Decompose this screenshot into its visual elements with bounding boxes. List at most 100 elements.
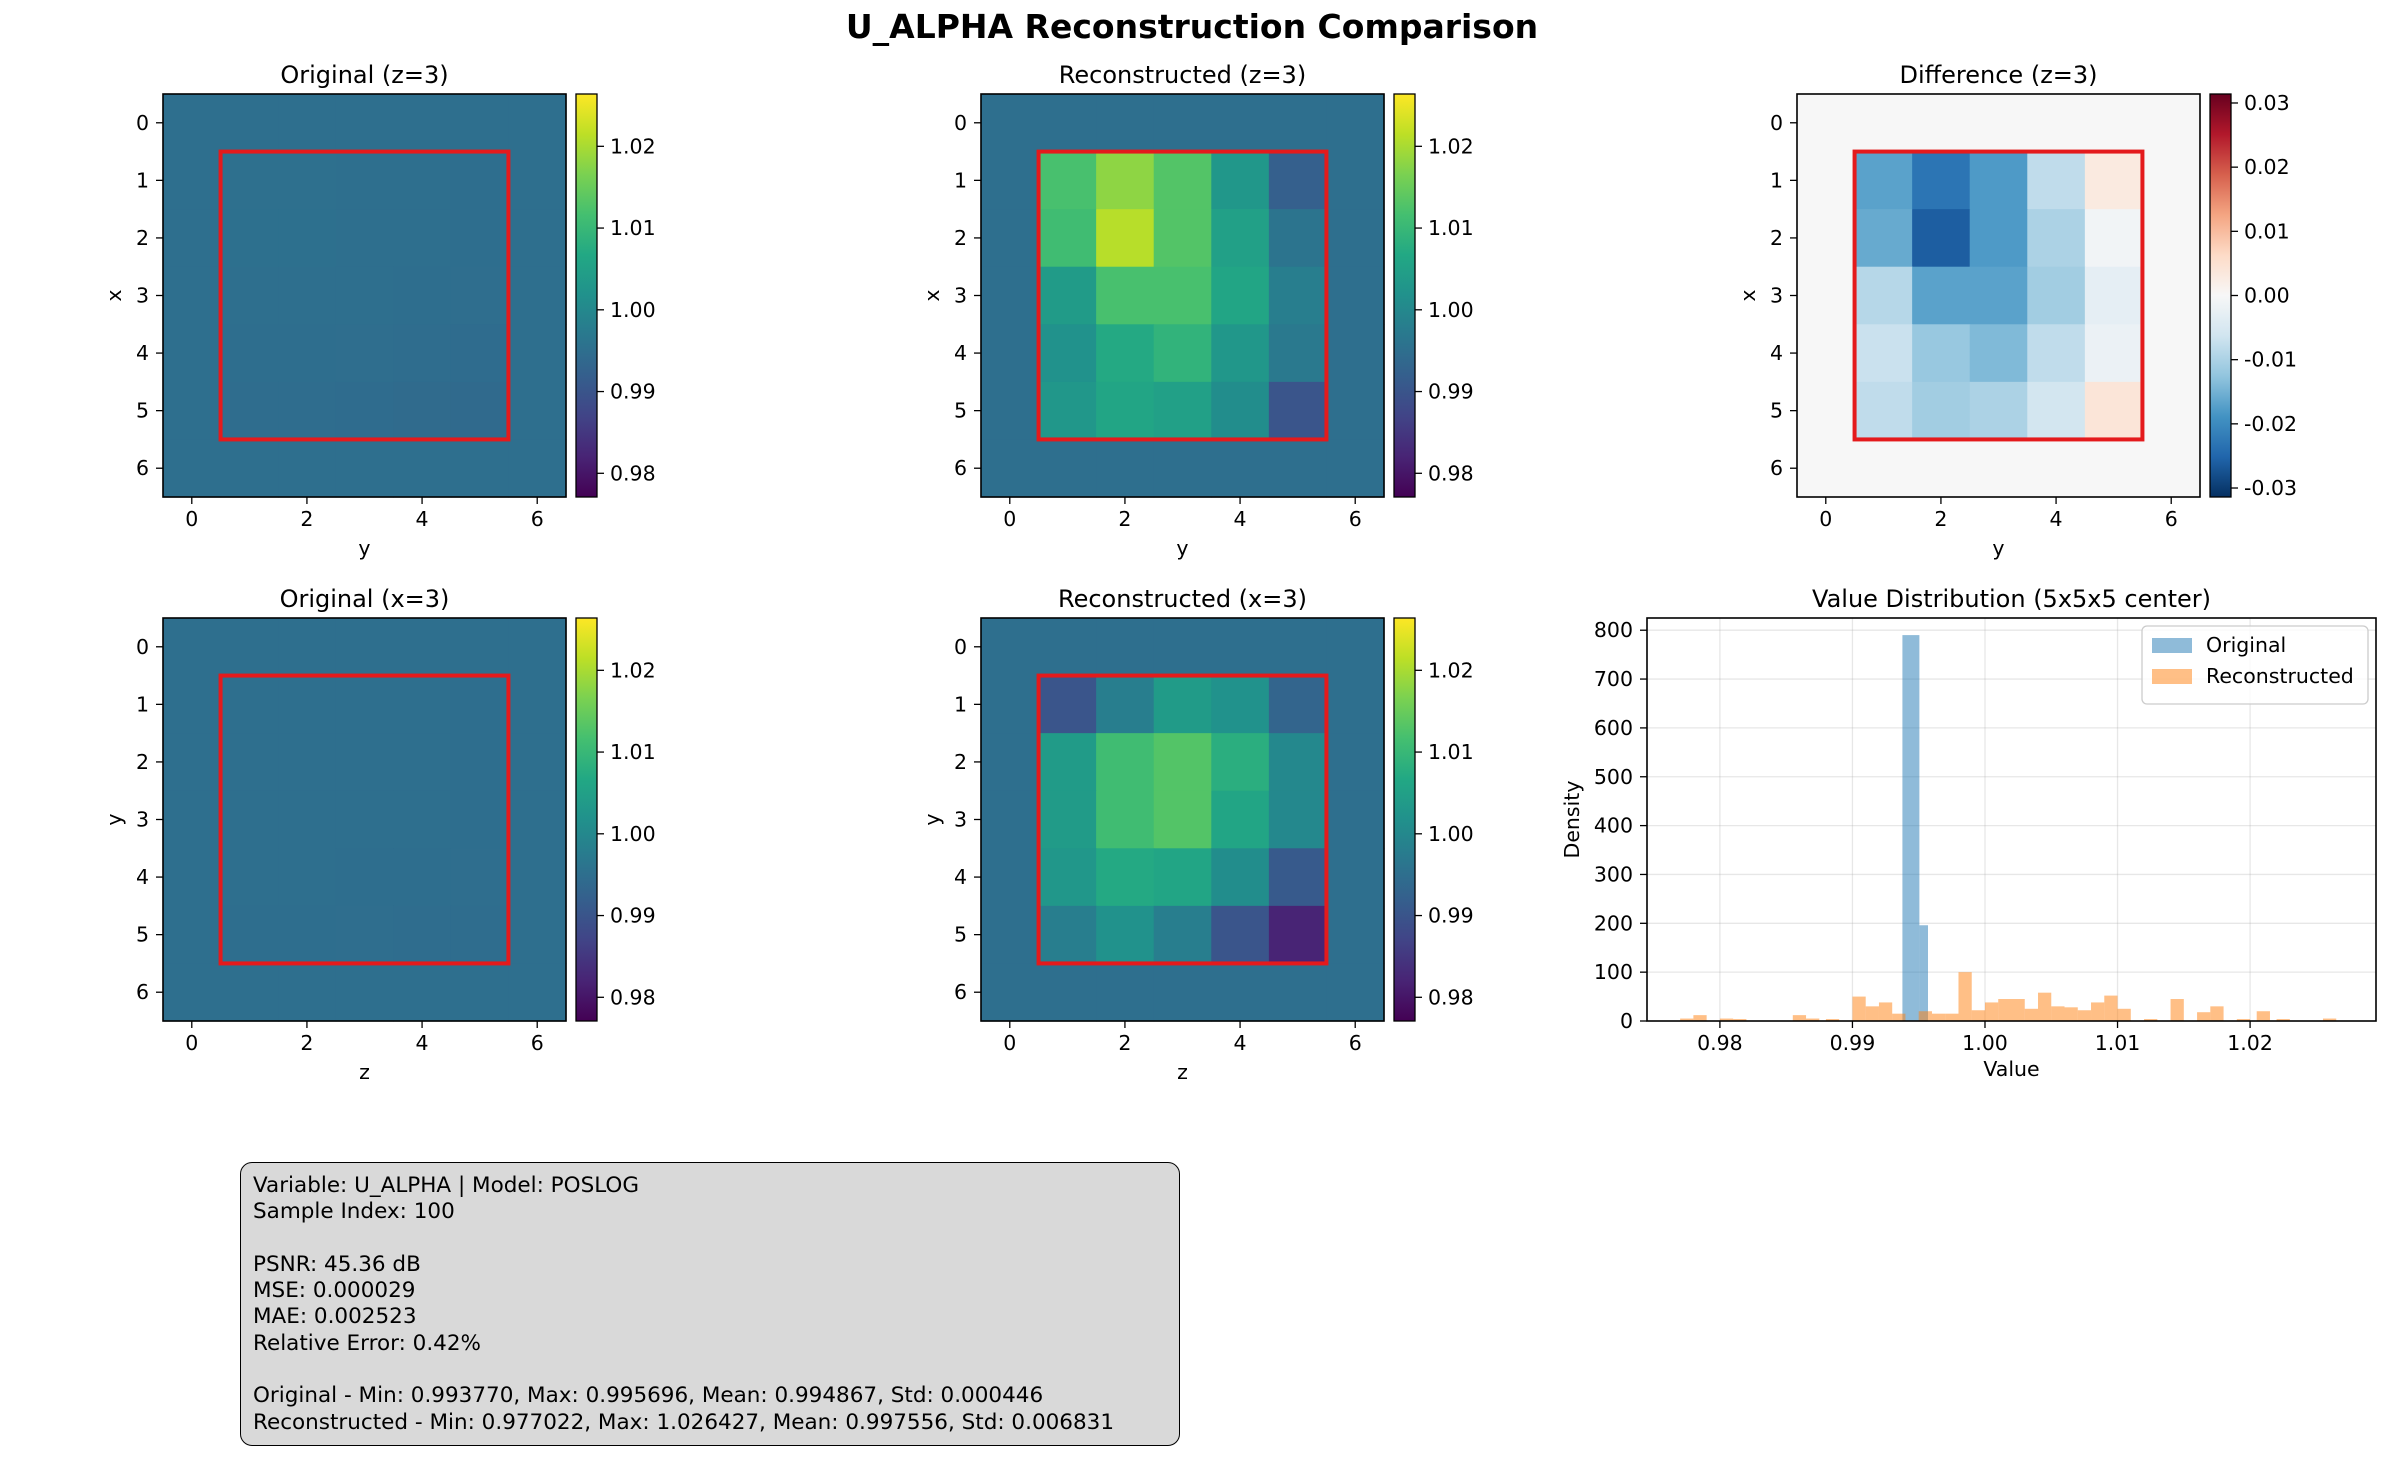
heatmap-cell (981, 905, 1040, 965)
heatmap-cell (508, 209, 567, 268)
heatmap-cell (163, 381, 222, 441)
y-tick-label: 1 (136, 168, 149, 192)
heatmap-cell (1038, 324, 1097, 383)
heatmap-cell (1268, 439, 1328, 498)
panel-title: Original (z=3) (280, 61, 448, 89)
heatmap-cell (278, 209, 337, 268)
reconstructed-bar (1865, 1006, 1879, 1021)
heatmap-cell (393, 675, 452, 734)
heatmap-cell (1969, 439, 2028, 498)
colorbar-tick-label: -0.01 (2244, 348, 2297, 372)
reconstructed-bar (2077, 1010, 2092, 1021)
stats-blank-line (253, 1357, 1167, 1383)
panel-title: Reconstructed (z=3) (1059, 61, 1306, 89)
heatmap-cell (450, 963, 510, 1022)
y-tick-label: 2 (954, 226, 967, 250)
heatmap-cell (981, 94, 1040, 153)
heatmap-cell (508, 618, 567, 677)
y-tick-label: 0 (136, 111, 149, 135)
heatmap-cell (393, 324, 452, 383)
heatmap-cell (220, 675, 279, 734)
heatmap-cell (163, 266, 222, 325)
colorbar-tick-label: 0.99 (1428, 904, 1474, 928)
panels-layer: Original (z=3) 0 2 4 6 0 1 2 3 4 5 6 y x 0.98 0.99 1.00 1… (102, 61, 2377, 1084)
heatmap-cell (1211, 675, 1270, 734)
heatmap-cell (1268, 675, 1328, 734)
reconstructed-bar (1945, 1013, 1959, 1021)
heatmap-cell (278, 905, 337, 965)
heatmap-cell (1153, 381, 1212, 441)
heatmap-cell (1797, 439, 1856, 498)
heatmap-cell (163, 790, 222, 849)
heatmap-cell (2142, 439, 2201, 498)
heatmap-cell (450, 324, 510, 383)
heatmap-cell (1268, 618, 1328, 677)
heatmap-cell (1912, 381, 1971, 441)
y-tick-label: 700 (1594, 667, 1633, 691)
reconstructed-bar (1693, 1015, 1707, 1021)
heatmap-cell (1211, 905, 1270, 965)
colorbar-tick-label: 0.00 (2244, 284, 2290, 308)
heatmap-cell (1326, 733, 1385, 792)
heatmap-cell (1096, 618, 1155, 677)
y-tick-label: 2 (136, 226, 149, 250)
heatmap-cell (335, 618, 394, 677)
heatmap-cell (393, 733, 452, 792)
x-tick-label: 0 (1003, 1031, 1016, 1055)
heatmap-cell (1854, 151, 1913, 210)
heatmap-cell (163, 905, 222, 965)
heatmap-cell (393, 266, 452, 325)
heatmap-cell (278, 94, 337, 153)
y-tick-label: 1 (1770, 168, 1783, 192)
legend-frame (2141, 625, 2369, 705)
heatmap-cell (1854, 439, 1913, 498)
panel-title: Original (x=3) (280, 585, 450, 613)
x-tick-label: 6 (531, 507, 544, 531)
heatmap-cell (1211, 848, 1270, 907)
heatmap-cell (1912, 94, 1971, 153)
original-bar (1919, 925, 1928, 1021)
heatmap-cell (393, 790, 452, 849)
y-tick-label: 3 (954, 808, 967, 832)
x-tick-label: 2 (1118, 1031, 1131, 1055)
heatmap-cell (2084, 209, 2144, 268)
heatmap-cell (1096, 905, 1155, 965)
y-tick-label: 0 (1620, 1009, 1633, 1033)
highlight-box (218, 149, 511, 442)
heatmap-cell (1211, 381, 1270, 441)
heatmap-cell (163, 733, 222, 792)
heatmap-cell (1912, 151, 1971, 210)
heatmap-cell (1969, 381, 2028, 441)
heatmap-cell (2084, 266, 2144, 325)
heatmap-cell (1096, 439, 1155, 498)
colorbar-tick-label: 1.02 (1428, 134, 1474, 158)
heatmap-cell (981, 618, 1040, 677)
x-tick-label: 4 (416, 507, 429, 531)
heatmap-cell (508, 94, 567, 153)
reconstructed-bar (2276, 1019, 2290, 1021)
reconstructed-bar (1958, 972, 1972, 1021)
y-tick-label: 6 (954, 980, 967, 1004)
reconstructed-bar (2051, 1006, 2065, 1021)
heatmap-cell (163, 848, 222, 907)
heatmap-cell (1854, 209, 1913, 268)
y-tick-label: 5 (136, 399, 149, 423)
x-tick-label: 4 (1234, 507, 1247, 531)
heatmap-cell (981, 675, 1040, 734)
heatmap-cell (1153, 963, 1212, 1022)
heatmap-cell (1268, 324, 1328, 383)
heatmap-cell (163, 151, 222, 210)
y-tick-label: 1 (954, 168, 967, 192)
reconstructed-bar (2322, 1018, 2337, 1021)
x-tick-label: 6 (1349, 507, 1362, 531)
legend: Original Reconstructed (2141, 625, 2369, 705)
heatmap-cell (2084, 381, 2144, 441)
heatmap-panel-1: Original (z=3) 0 2 4 6 0 1 2 3 4 5 6 y x 0.98 0.99 1.00 1… (102, 61, 656, 560)
colorbar-tick-label: 0.03 (2244, 91, 2290, 115)
x-axis-label: Value (1983, 1057, 2039, 1081)
heatmap-cell (1797, 381, 1856, 441)
heatmap-cell (163, 675, 222, 734)
plot-frame (1646, 617, 2377, 1022)
heatmap-cell (335, 151, 394, 210)
heatmap-cell (1211, 618, 1270, 677)
